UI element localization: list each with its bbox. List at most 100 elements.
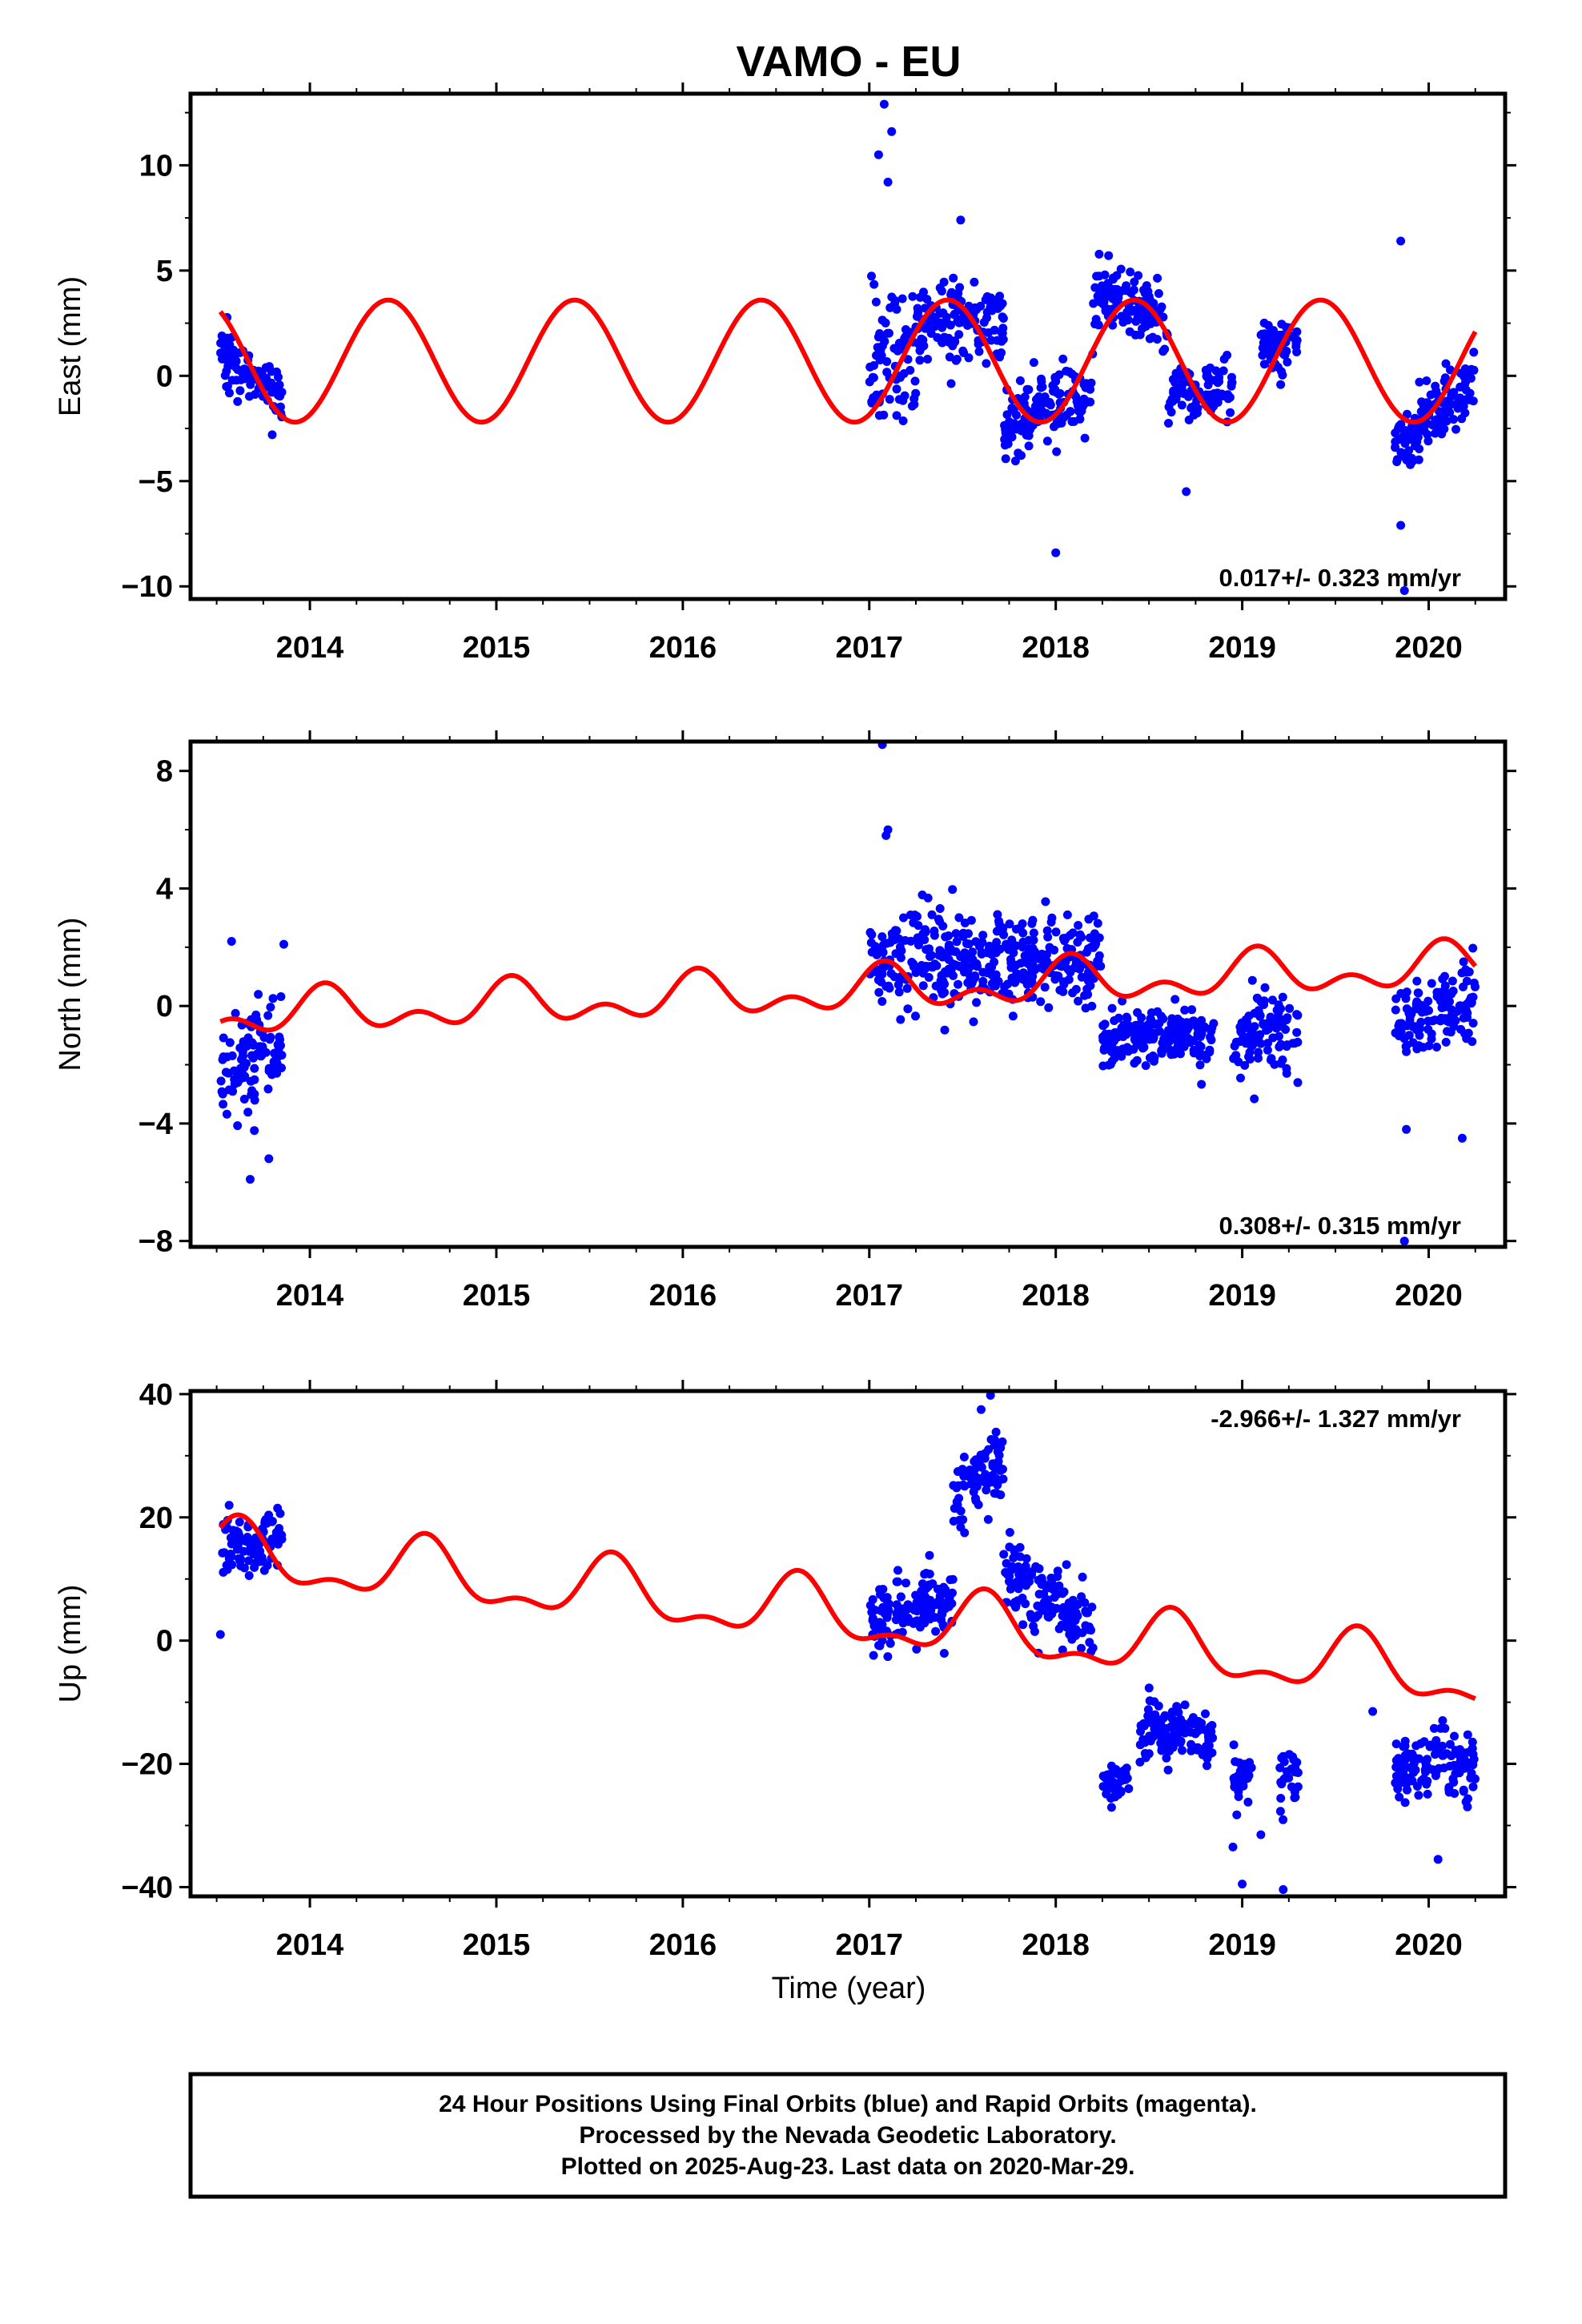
data-point <box>273 1539 283 1549</box>
data-point <box>925 1550 934 1560</box>
data-point <box>1111 295 1121 304</box>
data-point <box>1263 345 1272 355</box>
y-tick-label: −20 <box>122 1748 173 1782</box>
data-point <box>1391 1755 1401 1765</box>
data-point <box>1439 1751 1448 1760</box>
data-point <box>895 975 905 984</box>
data-point <box>883 1652 893 1662</box>
data-point <box>1409 1767 1419 1777</box>
data-point <box>1466 1773 1476 1783</box>
data-point <box>1229 1740 1239 1750</box>
data-point <box>1211 366 1221 376</box>
data-point <box>1140 288 1150 298</box>
data-point <box>1122 1771 1130 1781</box>
data-point <box>997 328 1006 337</box>
data-point <box>867 271 876 281</box>
data-point <box>1078 1572 1087 1582</box>
data-point <box>239 1095 249 1104</box>
data-point <box>865 362 875 372</box>
data-point <box>1441 359 1451 368</box>
data-point <box>1041 897 1050 907</box>
data-point <box>218 1055 227 1064</box>
east-model-curve <box>218 297 1478 425</box>
data-point <box>257 1051 266 1060</box>
data-point <box>990 1435 999 1445</box>
data-point <box>1063 965 1073 974</box>
x-tick-label: 2014 <box>276 1279 344 1313</box>
y-tick-label: −40 <box>122 1871 173 1904</box>
data-point <box>223 333 232 343</box>
data-point <box>1432 1043 1441 1051</box>
data-point <box>965 952 974 962</box>
data-point <box>935 904 945 913</box>
data-point <box>1459 957 1468 967</box>
data-point <box>883 1606 893 1615</box>
data-point <box>1026 1613 1036 1622</box>
data-point <box>901 325 910 334</box>
data-point <box>954 330 964 340</box>
data-point <box>1004 989 1014 999</box>
x-tick-label: 2016 <box>649 1928 717 1962</box>
data-point <box>912 1606 921 1616</box>
data-point <box>250 1126 259 1136</box>
data-point <box>1291 1767 1300 1777</box>
data-point <box>1126 307 1136 316</box>
data-point <box>1062 910 1072 919</box>
data-point <box>903 1004 913 1014</box>
data-point <box>1154 289 1163 298</box>
data-point <box>1074 996 1083 1006</box>
data-point <box>1391 428 1400 438</box>
data-point <box>1104 1060 1114 1070</box>
data-point <box>901 332 910 342</box>
data-point <box>1000 440 1010 450</box>
data-point <box>911 1011 920 1021</box>
data-point <box>876 1590 885 1599</box>
data-point <box>1062 933 1071 943</box>
data-point <box>1117 1051 1126 1061</box>
data-point <box>240 364 250 374</box>
data-point <box>1402 1124 1411 1134</box>
data-point <box>1131 316 1141 326</box>
data-point <box>1415 1739 1425 1748</box>
data-point <box>1276 1778 1286 1787</box>
data-point <box>1254 1047 1263 1057</box>
data-point <box>964 939 974 949</box>
data-point <box>997 336 1006 346</box>
data-point <box>892 384 901 394</box>
data-point <box>245 392 254 401</box>
data-point <box>984 1445 994 1454</box>
data-point <box>1437 429 1447 439</box>
data-point <box>1125 327 1134 336</box>
y-tick-label: 8 <box>156 755 173 789</box>
data-point <box>901 935 910 945</box>
data-point <box>868 1594 877 1604</box>
data-point <box>1236 1073 1245 1083</box>
data-point <box>1173 1038 1182 1047</box>
up-model-curve <box>218 1512 1476 1701</box>
data-point <box>1247 1042 1256 1051</box>
north-plot-area <box>216 742 1480 1246</box>
data-point <box>883 177 893 187</box>
data-point <box>1071 984 1081 994</box>
data-point <box>264 1154 274 1164</box>
data-point <box>1180 1700 1190 1710</box>
x-axis-label: Time (year) <box>772 1972 926 2005</box>
data-point <box>1415 1021 1424 1031</box>
data-point <box>1396 521 1406 530</box>
data-point <box>885 303 895 312</box>
data-point <box>991 970 1001 979</box>
data-point <box>885 395 894 404</box>
data-point <box>1391 1739 1401 1749</box>
data-point <box>1158 347 1168 356</box>
data-point <box>273 390 283 400</box>
data-point <box>1002 1570 1012 1579</box>
data-point <box>1260 983 1270 992</box>
data-point <box>894 987 904 997</box>
data-point <box>993 1480 1002 1490</box>
north-axes: −8 −4 0 4 8 2014 2015 2016 2017 2018 2019 2020 <box>139 730 1516 1313</box>
data-point <box>998 923 1008 933</box>
data-point <box>1193 1727 1203 1736</box>
data-point <box>1268 995 1277 1005</box>
data-point <box>1460 1006 1469 1015</box>
data-point <box>1403 1749 1412 1759</box>
